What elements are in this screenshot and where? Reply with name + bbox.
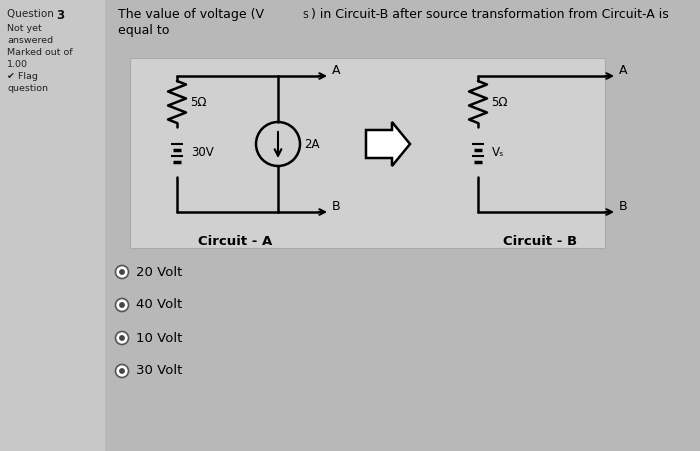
Text: 20 Volt: 20 Volt bbox=[136, 266, 183, 279]
Circle shape bbox=[116, 331, 129, 345]
Circle shape bbox=[116, 299, 129, 312]
Circle shape bbox=[116, 266, 129, 279]
Text: 5Ω: 5Ω bbox=[491, 96, 508, 109]
Circle shape bbox=[120, 369, 124, 373]
Text: Marked out of
1.00: Marked out of 1.00 bbox=[7, 48, 73, 69]
Text: Circuit - B: Circuit - B bbox=[503, 235, 577, 248]
Text: ) in Circuit-B after source transformation from Circuit-A is: ) in Circuit-B after source transformati… bbox=[311, 8, 668, 21]
Circle shape bbox=[120, 270, 124, 274]
Text: Circuit - A: Circuit - A bbox=[198, 235, 272, 248]
Text: The value of voltage (V: The value of voltage (V bbox=[118, 8, 264, 21]
Circle shape bbox=[120, 336, 124, 340]
FancyBboxPatch shape bbox=[0, 0, 105, 451]
Text: S: S bbox=[302, 11, 308, 20]
Text: B: B bbox=[332, 199, 341, 212]
Text: 30V: 30V bbox=[191, 147, 214, 160]
Text: 5Ω: 5Ω bbox=[190, 96, 206, 109]
Text: B: B bbox=[619, 199, 628, 212]
Text: ✔ Flag
question: ✔ Flag question bbox=[7, 72, 48, 93]
Text: equal to: equal to bbox=[118, 24, 169, 37]
FancyBboxPatch shape bbox=[105, 0, 700, 451]
Circle shape bbox=[116, 364, 129, 377]
Text: 30 Volt: 30 Volt bbox=[136, 364, 183, 377]
FancyBboxPatch shape bbox=[130, 58, 605, 248]
Text: 2A: 2A bbox=[304, 138, 319, 151]
Text: Not yet
answered: Not yet answered bbox=[7, 24, 53, 45]
Text: 40 Volt: 40 Volt bbox=[136, 299, 182, 312]
Text: 3: 3 bbox=[56, 9, 64, 22]
Text: Vₛ: Vₛ bbox=[492, 147, 505, 160]
Polygon shape bbox=[366, 122, 410, 166]
Text: A: A bbox=[619, 64, 627, 77]
Text: A: A bbox=[332, 64, 340, 77]
Text: Question: Question bbox=[7, 9, 57, 19]
Text: 10 Volt: 10 Volt bbox=[136, 331, 183, 345]
Circle shape bbox=[120, 303, 124, 307]
